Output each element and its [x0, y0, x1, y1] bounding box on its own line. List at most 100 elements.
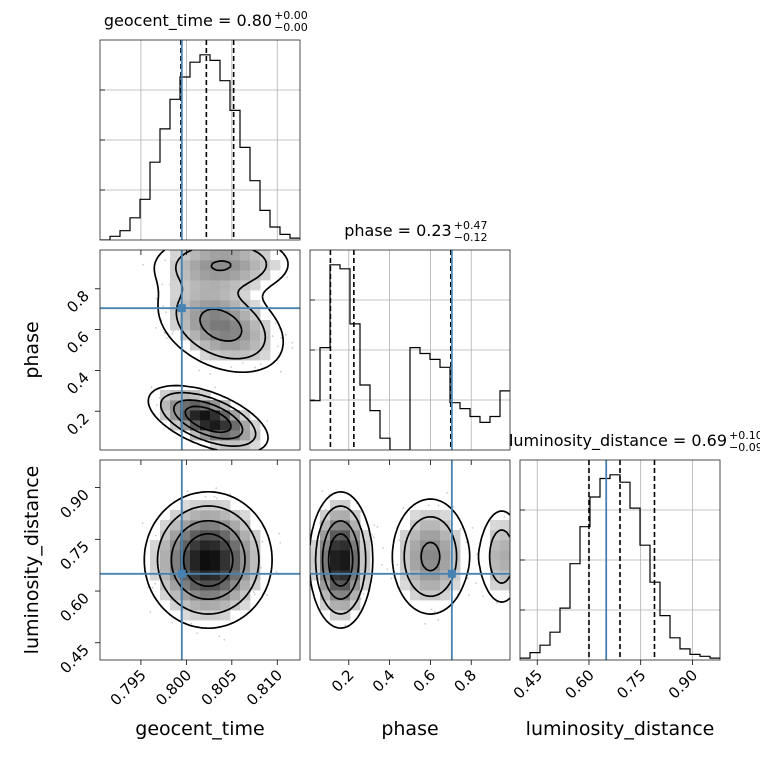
density-cell	[240, 260, 251, 271]
sample-point	[164, 259, 167, 262]
density-cell	[200, 270, 211, 281]
density-cell	[230, 560, 241, 571]
density-cell	[220, 280, 231, 291]
density-cell	[170, 590, 181, 601]
density-cell	[320, 510, 331, 521]
density-cell	[500, 540, 510, 551]
density-cell	[190, 340, 201, 351]
sample-point	[158, 396, 161, 399]
density-cell	[220, 260, 231, 271]
sample-point	[376, 526, 379, 528]
density-cell	[200, 590, 211, 601]
density-cell	[450, 550, 461, 561]
density-cell	[230, 290, 241, 301]
density-cell	[250, 270, 261, 281]
density-cell	[170, 580, 181, 591]
sample-point	[230, 366, 233, 368]
density-cell	[440, 560, 451, 571]
density-cell	[200, 310, 211, 321]
density-cell	[250, 330, 261, 341]
density-cell	[210, 260, 221, 271]
panel-frame-luminosity_distance-phase	[309, 459, 511, 661]
density-cell	[360, 580, 371, 591]
density-cell	[180, 550, 191, 561]
density-cell	[250, 530, 261, 541]
sample-point	[229, 493, 232, 496]
density-cell	[180, 250, 191, 261]
density-cell	[440, 570, 451, 581]
sample-point	[209, 372, 212, 375]
density-cell	[490, 560, 501, 571]
contour-line	[184, 405, 233, 434]
density-cell	[490, 540, 501, 551]
density-cell	[440, 540, 451, 551]
density-cell	[220, 560, 231, 571]
density-cell	[210, 420, 221, 431]
title-upper-error: +0.10	[729, 429, 760, 442]
density-cell	[160, 590, 171, 601]
x-axis-label-phase: phase	[381, 718, 438, 740]
density-cell	[180, 310, 191, 321]
x-tick-label-phase: 0.6	[410, 666, 440, 696]
density-cell	[210, 310, 221, 321]
sample-point	[286, 276, 288, 279]
density-cell	[200, 390, 211, 401]
density-cell	[220, 500, 231, 511]
sample-point	[471, 527, 474, 529]
density-cell	[340, 550, 351, 561]
density-cell	[210, 410, 221, 421]
density-cell	[170, 560, 181, 571]
title-geocent_time: geocent_time = 0.80 +0.00−0.00	[104, 9, 308, 34]
density-cell	[200, 250, 211, 261]
density-cell	[340, 540, 351, 551]
sample-point	[467, 594, 470, 597]
density-cell	[410, 590, 421, 601]
panel-frame-phase-geocent_time	[99, 249, 301, 451]
density-cell	[490, 550, 501, 561]
sample-point	[430, 608, 433, 611]
sample-point	[402, 507, 405, 509]
density-cell	[200, 320, 211, 331]
density-cell	[260, 320, 271, 331]
density-cell	[190, 550, 201, 561]
density-cell	[170, 520, 181, 531]
density-cell	[250, 350, 261, 361]
density-cell	[180, 400, 191, 411]
density-cell	[230, 590, 241, 601]
density-cell	[210, 340, 221, 351]
sample-point	[291, 346, 294, 349]
sample-point	[271, 335, 274, 338]
density-cell	[240, 580, 251, 591]
density-cell	[200, 530, 211, 541]
density-cell	[200, 520, 211, 531]
contour-line	[321, 519, 441, 601]
density-cell	[220, 330, 231, 341]
density-cell	[180, 270, 191, 281]
density-cell	[210, 520, 221, 531]
density-cell	[450, 580, 461, 591]
density-cell	[240, 520, 251, 531]
density-cell	[170, 550, 181, 561]
sample-point	[362, 592, 365, 595]
sample-point	[424, 622, 426, 625]
density-cell	[200, 350, 211, 361]
panel-frame-geocent_time-geocent_time	[99, 39, 301, 241]
density-cell	[230, 260, 241, 271]
density-cell	[240, 340, 251, 351]
density-cell	[250, 570, 261, 581]
density-cell	[440, 590, 451, 601]
sample-point	[154, 582, 157, 585]
density-cell	[210, 280, 221, 291]
sample-point	[162, 305, 165, 308]
density-cell	[210, 330, 221, 341]
density-cell	[440, 530, 451, 541]
x-tick-label-luminosity_distance: 0.75	[613, 666, 649, 702]
density-cell	[150, 540, 161, 551]
sample-point	[276, 345, 279, 348]
density-cell	[200, 510, 211, 521]
density-cell	[440, 520, 451, 531]
density-cell	[330, 530, 341, 541]
density-cell	[440, 580, 451, 591]
title-upper-error: +0.47	[454, 219, 488, 232]
sample-point	[280, 336, 282, 339]
